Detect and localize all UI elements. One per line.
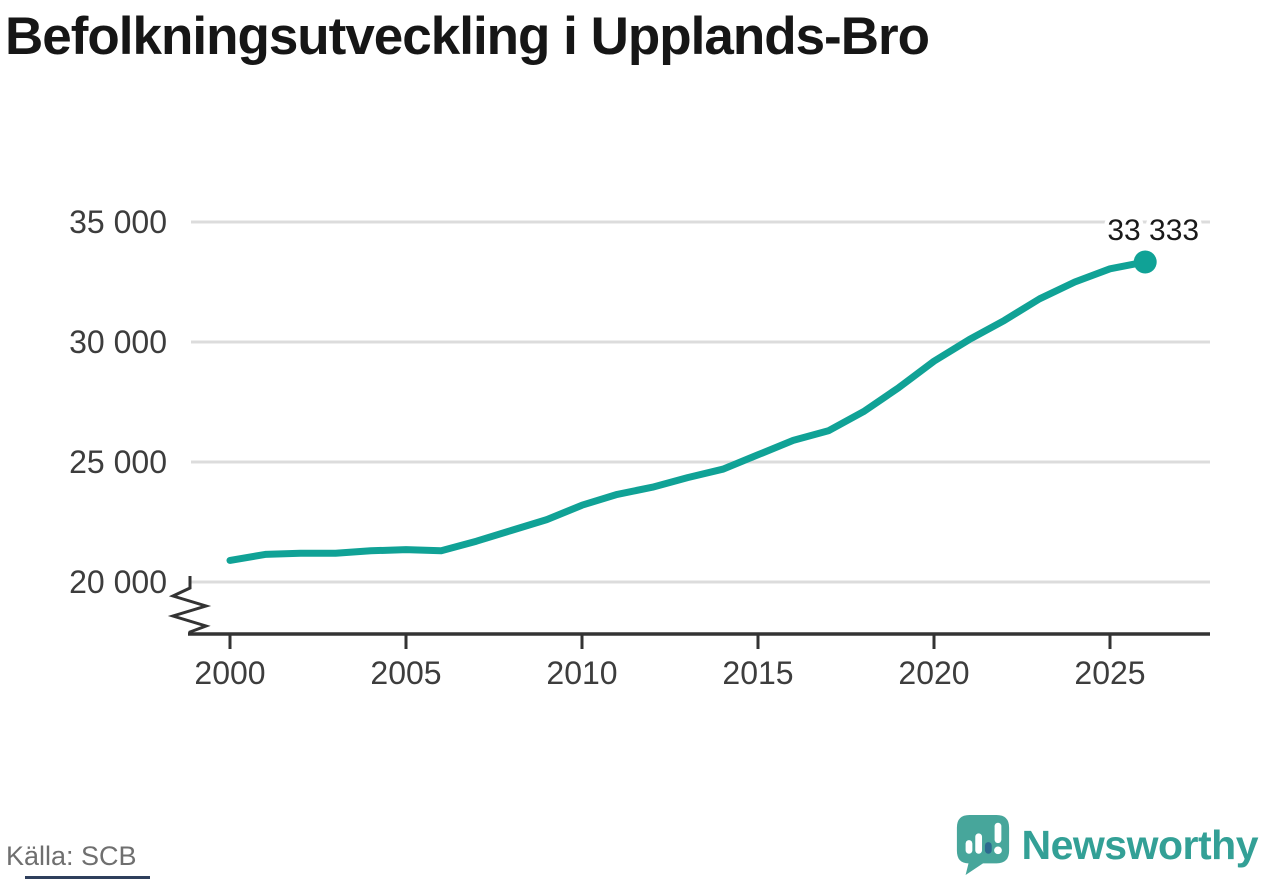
x-axis-tick-label: 2000 [194, 655, 265, 691]
x-axis-tick-label: 2010 [546, 655, 617, 691]
y-axis-tick-label: 35 000 [69, 204, 167, 240]
bottom-accent-strip [25, 876, 150, 879]
x-axis-tick-label: 2005 [370, 655, 441, 691]
y-axis-tick-label: 25 000 [69, 444, 167, 480]
x-axis-tick-label: 2020 [898, 655, 969, 691]
x-axis-tick-label: 2015 [722, 655, 793, 691]
chart-title: Befolkningsutveckling i Upplands-Bro [5, 7, 930, 66]
logo-speech-bubble [956, 815, 1009, 875]
x-axis-tick-label: 2025 [1074, 655, 1145, 691]
y-axis-break-icon [167, 576, 212, 634]
y-axis-tick-label: 30 000 [69, 324, 167, 360]
latest-value-dot [1133, 250, 1157, 274]
brand-footer: Newsworthy [954, 813, 1259, 877]
logo-bar-dark-icon [984, 842, 992, 854]
logo-bar-small-icon [965, 840, 972, 854]
logo-exclamation-dot-icon [993, 846, 1002, 855]
logo-bar-tall-icon [974, 833, 982, 854]
logo-exclamation-bar-icon [994, 822, 1001, 844]
population-series-line [226, 258, 1149, 564]
latest-value-label: 33 333 [1107, 214, 1199, 247]
brand-wordmark: Newsworthy [1021, 821, 1259, 868]
y-axis-tick-label: 20 000 [69, 564, 167, 600]
newsworthy-logo-icon [956, 815, 1009, 875]
source-note: Källa: SCB [6, 841, 137, 871]
